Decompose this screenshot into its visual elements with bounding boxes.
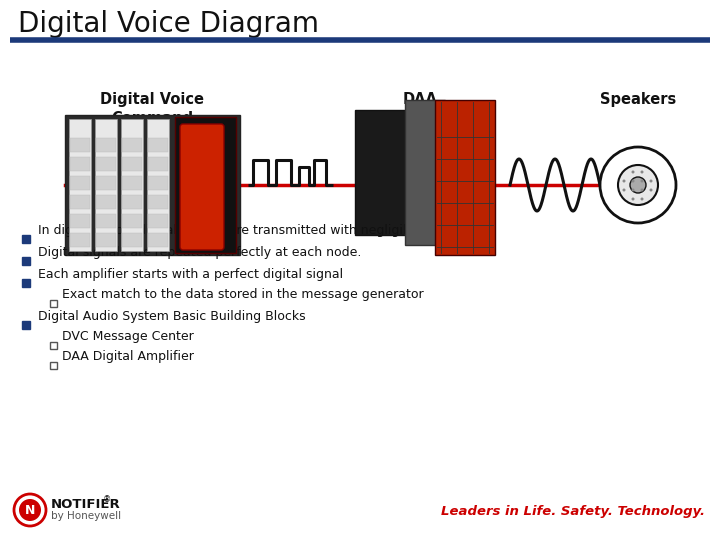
Bar <box>148 176 168 190</box>
Text: NOTIFIER: NOTIFIER <box>51 498 121 511</box>
Bar <box>96 195 116 209</box>
Circle shape <box>14 494 46 526</box>
Bar <box>70 214 90 228</box>
Circle shape <box>649 188 652 192</box>
Bar <box>50 361 57 368</box>
Text: Digital Voice Diagram: Digital Voice Diagram <box>18 10 319 38</box>
Bar <box>96 233 116 247</box>
Bar <box>95 119 117 251</box>
Text: Digital Voice
Command: Digital Voice Command <box>100 92 204 126</box>
Circle shape <box>641 188 644 192</box>
Bar <box>22 321 30 329</box>
Bar <box>148 138 168 152</box>
Bar <box>122 157 142 171</box>
Bar <box>148 214 168 228</box>
Circle shape <box>649 179 652 183</box>
Bar <box>122 214 142 228</box>
Text: Exact match to the data stored in the message generator: Exact match to the data stored in the me… <box>62 288 423 301</box>
Bar <box>355 110 410 235</box>
Bar <box>22 235 30 243</box>
Bar <box>65 115 240 255</box>
Text: Speakers: Speakers <box>600 92 676 107</box>
Bar <box>435 100 495 255</box>
Circle shape <box>641 171 644 173</box>
Circle shape <box>630 177 646 193</box>
Circle shape <box>631 171 634 173</box>
Text: DAA: DAA <box>402 92 438 107</box>
Circle shape <box>600 147 676 223</box>
Text: Digital signals are repeated perfectly at each node.: Digital signals are repeated perfectly a… <box>38 246 361 259</box>
FancyBboxPatch shape <box>180 124 224 250</box>
Bar <box>70 176 90 190</box>
Text: Digital Audio System Basic Building Blocks: Digital Audio System Basic Building Bloc… <box>38 310 305 323</box>
Text: by Honeywell: by Honeywell <box>51 511 121 521</box>
Bar <box>70 138 90 152</box>
Bar <box>148 157 168 171</box>
Circle shape <box>641 198 644 200</box>
Bar <box>122 233 142 247</box>
Bar <box>96 138 116 152</box>
Text: In digital voice, digital signals are transmitted with negligible distortion.: In digital voice, digital signals are tr… <box>38 224 490 237</box>
Circle shape <box>631 188 634 192</box>
Bar <box>405 100 445 245</box>
Bar <box>175 117 236 253</box>
Bar <box>148 233 168 247</box>
Bar <box>22 257 30 265</box>
Circle shape <box>623 179 626 183</box>
Text: N: N <box>24 503 35 516</box>
Bar <box>122 138 142 152</box>
Circle shape <box>641 179 644 183</box>
Bar <box>70 195 90 209</box>
Bar <box>50 300 57 307</box>
Text: ®: ® <box>103 496 112 504</box>
Bar <box>50 341 57 348</box>
Text: Leaders in Life. Safety. Technology.: Leaders in Life. Safety. Technology. <box>441 505 705 518</box>
Bar <box>22 279 30 287</box>
Text: Each amplifier starts with a perfect digital signal: Each amplifier starts with a perfect dig… <box>38 268 343 281</box>
Bar <box>96 157 116 171</box>
Bar <box>148 195 168 209</box>
Bar <box>96 214 116 228</box>
Text: DVC Message Center: DVC Message Center <box>62 330 194 343</box>
Bar <box>121 119 143 251</box>
Circle shape <box>623 188 626 192</box>
Bar <box>70 233 90 247</box>
Circle shape <box>631 179 634 183</box>
Bar <box>147 119 169 251</box>
Text: DAA Digital Amplifier: DAA Digital Amplifier <box>62 350 194 363</box>
Bar <box>122 195 142 209</box>
Circle shape <box>618 165 658 205</box>
Circle shape <box>19 499 41 521</box>
Bar <box>122 176 142 190</box>
Bar <box>69 119 91 251</box>
Circle shape <box>631 198 634 200</box>
Bar <box>70 157 90 171</box>
Bar <box>96 176 116 190</box>
